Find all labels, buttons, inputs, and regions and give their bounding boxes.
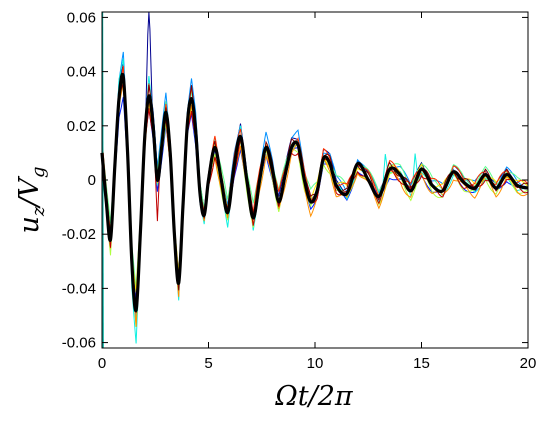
x-tick-label: 0 bbox=[98, 355, 106, 372]
y-tick-label: -0.02 bbox=[62, 226, 96, 243]
svg-text:uz/Vg: uz/Vg bbox=[14, 166, 49, 233]
y-tick-label: 0.06 bbox=[67, 9, 96, 26]
y-axis-label-subscript2: g bbox=[28, 166, 49, 178]
series-line-mean bbox=[100, 72, 529, 312]
x-tick-label: 10 bbox=[307, 355, 324, 372]
y-tick-label: 0 bbox=[88, 172, 96, 189]
series-line-trace-3 bbox=[101, 51, 529, 320]
x-tick-label: 20 bbox=[520, 355, 537, 372]
mean-group bbox=[100, 72, 529, 312]
traces-group bbox=[101, 11, 529, 349]
x-tick-label: 5 bbox=[204, 355, 212, 372]
y-tick-label: 0.02 bbox=[67, 118, 96, 135]
y-tick-label: 0.04 bbox=[67, 64, 96, 81]
y-tick-label: -0.04 bbox=[62, 280, 96, 297]
series-line-trace-1 bbox=[101, 11, 529, 323]
ticks-group: 0 5 10 15 20 0.06 0.04 0.02 0 -0.02 -0.04 -0.06 bbox=[62, 9, 537, 372]
y-axis-label-subscript: z bbox=[28, 206, 49, 217]
y-axis-label-divider: /V bbox=[14, 176, 45, 210]
y-axis-label: uz/Vg bbox=[14, 166, 49, 233]
y-tick-label: -0.06 bbox=[62, 335, 96, 352]
x-axis-label: Ωt/2π bbox=[274, 381, 354, 412]
x-tick-label: 15 bbox=[413, 355, 430, 372]
y-axis-label-main: u bbox=[14, 216, 45, 233]
